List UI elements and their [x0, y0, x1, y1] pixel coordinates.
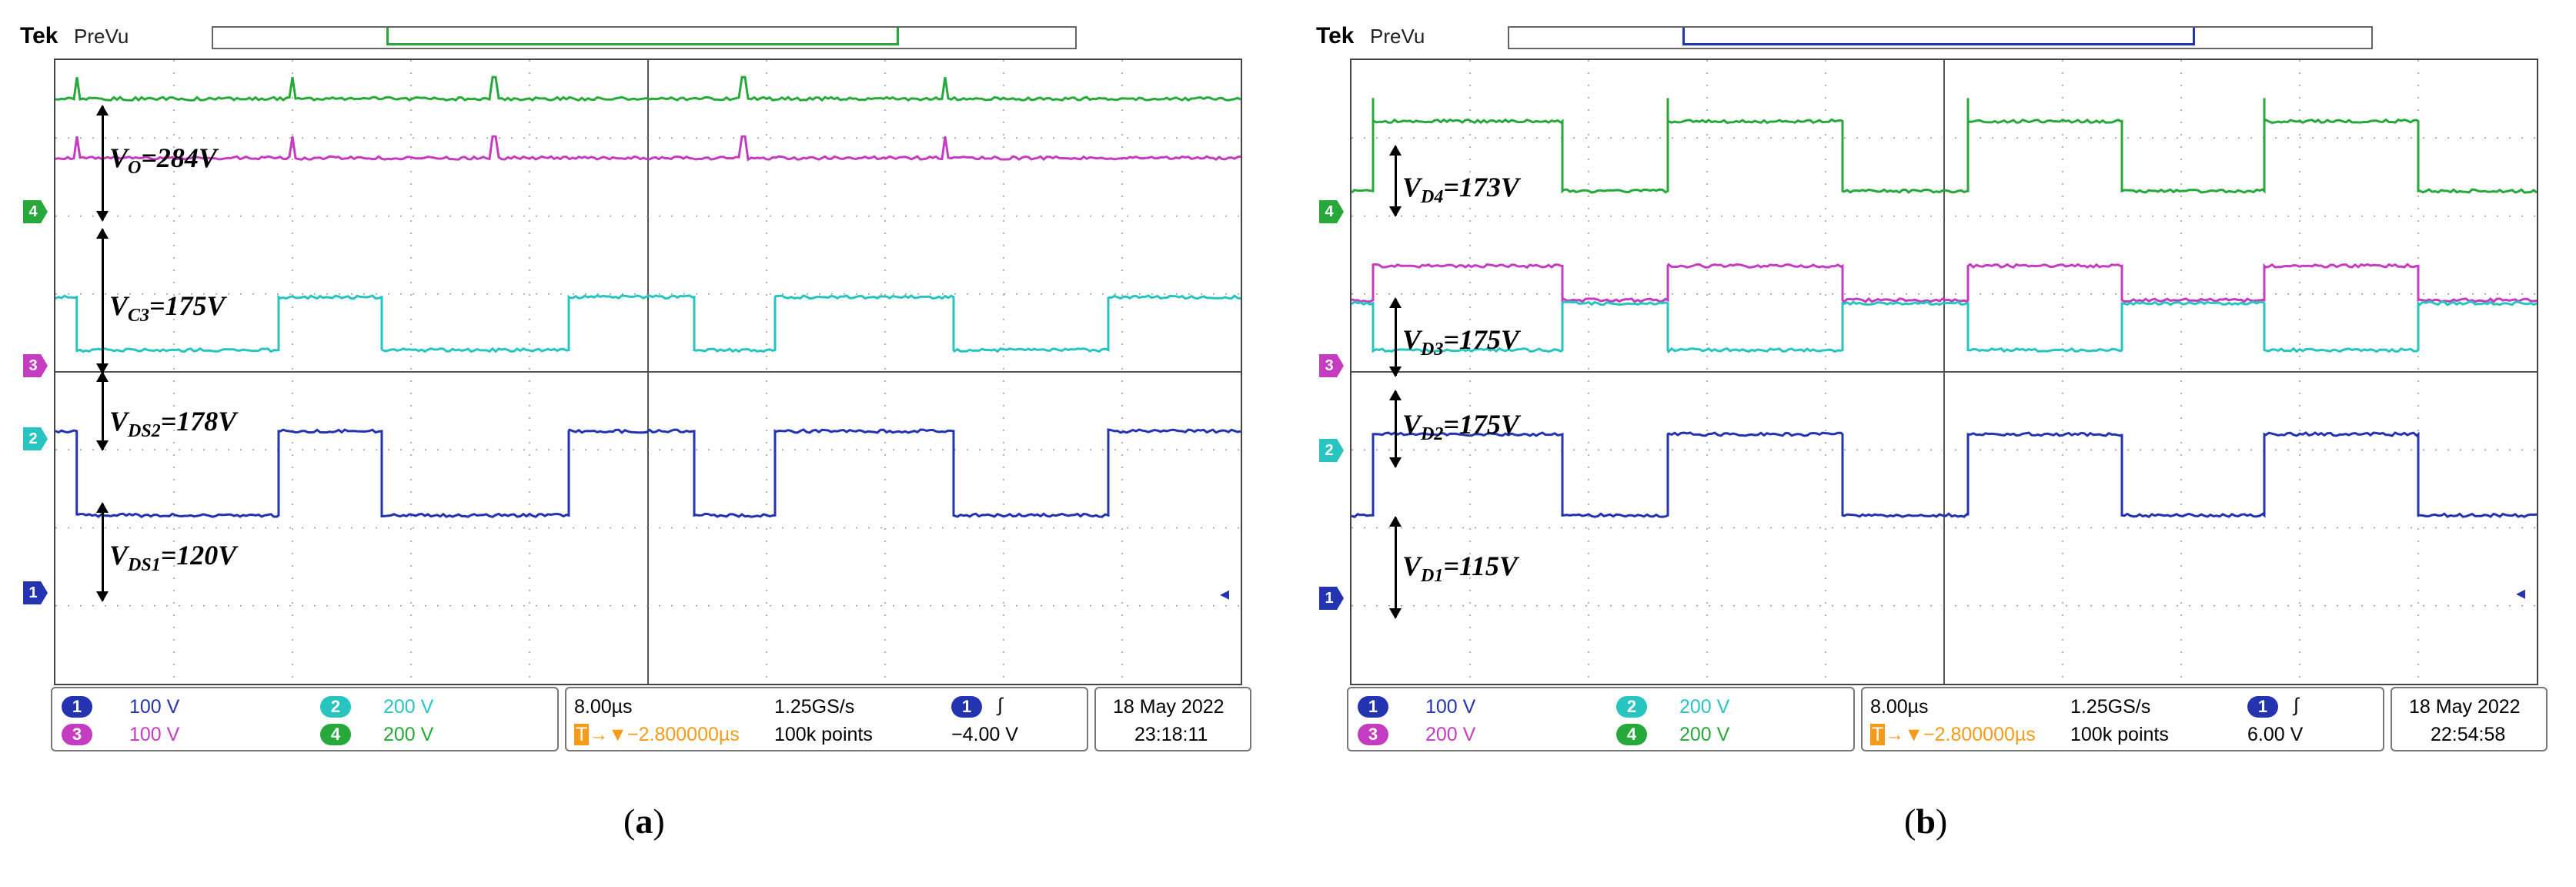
oscilloscope-panel-b: Tek PreVu T 4 3 2 1 ◂ VD4=173V VD3=175V … — [1296, 0, 2574, 770]
ch3-chip[interactable]: 3 — [62, 724, 92, 745]
graticule — [55, 60, 1241, 684]
status-bar: 1 100 V 3 200 V 2 200 V 4 200 V 8.00µs 1… — [1347, 687, 2548, 755]
trigger-t-icon: T — [1870, 724, 1885, 745]
trigger-level-arrow-icon[interactable]: ◂ — [2516, 582, 2525, 604]
vc3-measure-arrow — [102, 229, 104, 373]
vd4-annotation: VD4=173V — [1402, 171, 1519, 208]
ch1-ground-marker[interactable]: 1 — [1319, 587, 1344, 610]
ch1-chip[interactable]: 1 — [62, 696, 92, 718]
vd4-measure-arrow — [1395, 146, 1397, 216]
datetime-box: 18 May 2022 22:54:58 — [2391, 687, 2548, 751]
trigger-slope-icon: ∫ — [997, 695, 1003, 717]
record-bar[interactable] — [1508, 26, 2373, 49]
status-bar: 1 100 V 3 100 V 2 200 V 4 200 V 8.00µs 1… — [51, 687, 1251, 755]
ch3-ground-marker[interactable]: 3 — [23, 354, 48, 377]
vds1-measure-arrow — [102, 504, 104, 601]
ch2-scale: 200 V — [383, 696, 433, 718]
channel-scale-box[interactable]: 1 100 V 3 200 V 2 200 V 4 200 V — [1347, 687, 1855, 751]
ch1-chip[interactable]: 1 — [1358, 696, 1388, 718]
sample-rate: 1.25GS/s — [774, 696, 854, 718]
vo-annotation: VO=284V — [109, 142, 217, 179]
date: 18 May 2022 — [2409, 696, 2521, 718]
ch3-chip[interactable]: 3 — [1358, 724, 1388, 745]
ch3-scale: 200 V — [1425, 724, 1475, 746]
channel-scale-box[interactable]: 1 100 V 3 100 V 2 200 V 4 200 V — [51, 687, 559, 751]
time: 22:54:58 — [2431, 724, 2505, 746]
timebase: 8.00µs — [574, 696, 633, 718]
vds1-annotation: VDS1=120V — [109, 539, 236, 576]
vd1-measure-arrow — [1395, 517, 1397, 618]
mode-label: PreVu — [74, 25, 129, 49]
caption-a: (a) — [623, 801, 665, 842]
ch3-ground-marker[interactable]: 3 — [1319, 354, 1344, 377]
ch4-ground-marker[interactable]: 4 — [1319, 200, 1344, 223]
horizontal-trigger-box[interactable]: 8.00µs 1.25GS/s T→▼−2.800000µs 100k poin… — [1861, 687, 2384, 751]
vd2-measure-arrow — [1395, 391, 1397, 467]
ch4-ground-marker[interactable]: 4 — [23, 200, 48, 223]
oscilloscope-panel-a: Tek PreVu T 4 3 2 1 ◂ VO=284V VC3=175V V… — [0, 0, 1278, 770]
time: 23:18:11 — [1134, 724, 1208, 746]
ch1-ground-marker[interactable]: 1 — [23, 581, 48, 604]
record-bar[interactable] — [212, 26, 1077, 49]
ch3-scale: 100 V — [129, 724, 179, 746]
trigger-level: −4.00 V — [951, 724, 1018, 746]
waveform-display — [54, 59, 1242, 685]
trigger-level: 6.00 V — [2247, 724, 2303, 746]
brand-label: Tek — [20, 23, 58, 49]
ch4-chip[interactable]: 4 — [320, 724, 351, 745]
caption-b: (b) — [1904, 801, 1947, 842]
trigger-delay: T→▼−2.800000µs — [574, 724, 740, 746]
ch1-scale: 100 V — [1425, 696, 1475, 718]
record-window[interactable] — [386, 28, 899, 45]
trigger-slope-icon: ∫ — [2294, 695, 2299, 717]
vds2-annotation: VDS2=178V — [109, 405, 236, 442]
timebase: 8.00µs — [1870, 696, 1929, 718]
vd3-measure-arrow — [1395, 299, 1397, 376]
ch2-chip[interactable]: 2 — [1616, 696, 1647, 718]
waveform-display — [1350, 59, 2538, 685]
vo-measure-arrow — [102, 106, 104, 220]
trigger-delay: T→▼−2.800000µs — [1870, 724, 2036, 746]
graticule — [1351, 60, 2537, 684]
record-length: 100k points — [774, 724, 873, 746]
vd3-annotation: VD3=175V — [1402, 323, 1519, 360]
record-length: 100k points — [2070, 724, 2169, 746]
vd1-annotation: VD1=115V — [1402, 550, 1518, 587]
brand-label: Tek — [1316, 23, 1354, 49]
vc3-annotation: VC3=175V — [109, 290, 226, 326]
sample-rate: 1.25GS/s — [2070, 696, 2150, 718]
graticule-and-traces — [55, 60, 1241, 684]
ch4-scale: 200 V — [383, 724, 433, 746]
trigger-t-icon: T — [574, 724, 589, 745]
ch2-ground-marker[interactable]: 2 — [1319, 439, 1344, 462]
ch4-scale: 200 V — [1679, 724, 1729, 746]
graticule-and-traces — [1351, 60, 2537, 684]
trigger-source-chip[interactable]: 1 — [2247, 696, 2278, 718]
vds2-measure-arrow — [102, 373, 104, 450]
trigger-level-arrow-icon[interactable]: ◂ — [1220, 583, 1229, 605]
mode-label: PreVu — [1370, 25, 1425, 49]
ch2-scale: 200 V — [1679, 696, 1729, 718]
datetime-box: 18 May 2022 23:18:11 — [1094, 687, 1251, 751]
ch2-chip[interactable]: 2 — [320, 696, 351, 718]
record-window[interactable] — [1682, 28, 2195, 45]
ch1-scale: 100 V — [129, 696, 179, 718]
horizontal-trigger-box[interactable]: 8.00µs 1.25GS/s T→▼−2.800000µs 100k poin… — [565, 687, 1088, 751]
trigger-source-chip[interactable]: 1 — [951, 696, 982, 718]
ch2-ground-marker[interactable]: 2 — [23, 427, 48, 450]
vd2-annotation: VD2=175V — [1402, 408, 1519, 445]
ch4-chip[interactable]: 4 — [1616, 724, 1647, 745]
date: 18 May 2022 — [1113, 696, 1225, 718]
